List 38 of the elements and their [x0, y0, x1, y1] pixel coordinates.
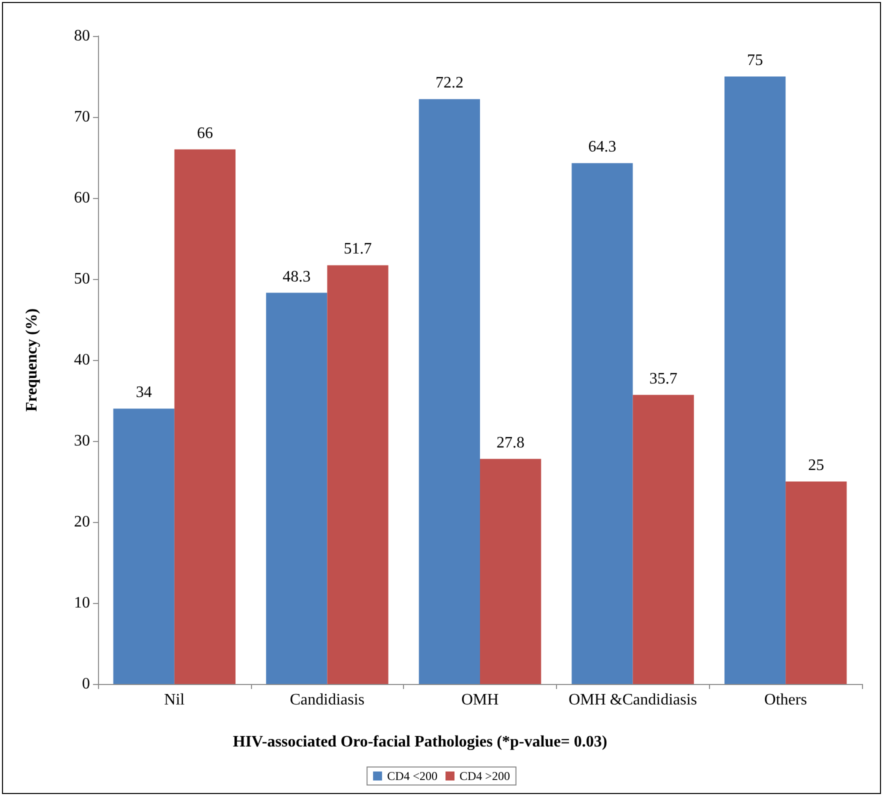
data-label: 64.3: [588, 138, 616, 156]
bar: [418, 99, 480, 684]
y-tick-label: 50: [74, 270, 90, 288]
data-label: 25: [808, 457, 824, 474]
bar: [327, 265, 388, 684]
bar: [572, 163, 633, 684]
data-label: 35.7: [649, 370, 678, 388]
x-tick-label: Nil: [164, 692, 186, 708]
bar: [113, 408, 174, 684]
x-axis-title: HIV-associated Oro-facial Pathologies (*p-value= 0.03): [232, 734, 608, 750]
x-tick-label: Candidiasis: [290, 692, 365, 708]
bar: [480, 458, 542, 684]
y-tick-label: 70: [74, 108, 90, 126]
y-tick-label: 80: [74, 28, 90, 44]
y-axis-title: Frequency (%): [24, 308, 40, 412]
bar: [174, 149, 236, 684]
data-label: 34: [136, 384, 152, 402]
x-tick-label: OMH: [461, 692, 500, 708]
bar: [786, 482, 847, 684]
y-tick-label: 10: [74, 594, 90, 612]
bar: [724, 76, 786, 684]
legend-label: CD4 >200: [460, 769, 510, 783]
data-label: 66: [196, 124, 213, 142]
legend-label: CD4 <200: [387, 769, 438, 783]
x-tick-label: Others: [764, 692, 807, 708]
data-label: 48.3: [282, 268, 311, 286]
data-label: 72.2: [435, 74, 464, 92]
y-tick-label: 40: [74, 352, 90, 368]
x-tick-label: OMH &Candidiasis: [568, 692, 698, 708]
data-label: 75: [747, 52, 764, 69]
bar: [632, 394, 694, 684]
data-label: 51.7: [344, 240, 372, 258]
bar: [266, 292, 328, 684]
data-label: 27.8: [496, 434, 525, 452]
y-tick-label: 60: [74, 190, 90, 206]
y-tick-label: 0: [82, 676, 90, 692]
y-tick-label: 20: [74, 514, 90, 530]
y-tick-label: 30: [74, 432, 90, 450]
